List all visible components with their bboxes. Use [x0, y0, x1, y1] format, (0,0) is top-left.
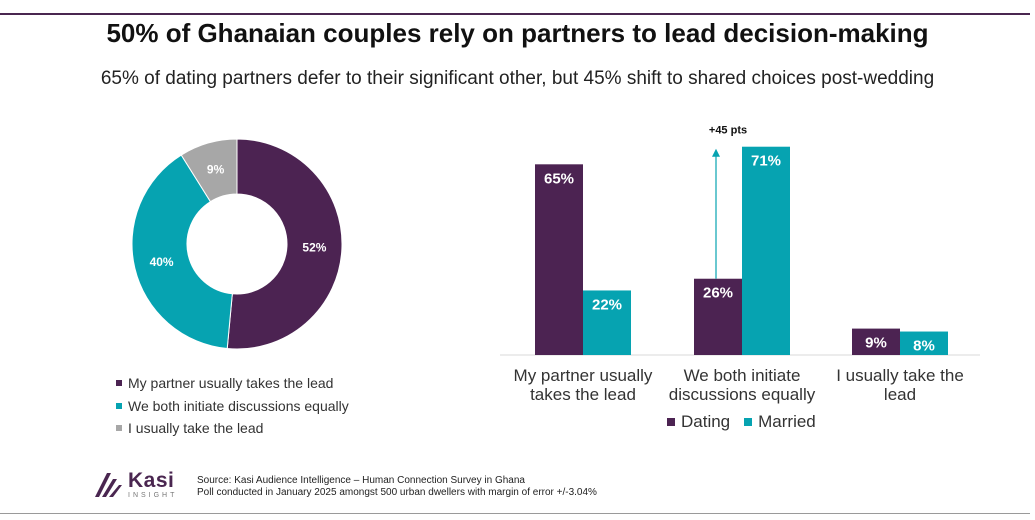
- source-line-2: Poll conducted in January 2025 amongst 5…: [197, 487, 597, 498]
- category-label: lead: [884, 385, 916, 404]
- kasi-logo: Kasi INSIGHT: [93, 469, 177, 499]
- bar-value-label: 9%: [865, 335, 887, 352]
- bar-dating: [535, 164, 583, 355]
- legend-item: We both initiate discussions equally: [116, 395, 349, 418]
- top-accent-line: [0, 13, 1030, 15]
- legend-swatch-married: [744, 418, 753, 426]
- chart-title: 50% of Ghanaian couples rely on partners…: [106, 18, 929, 48]
- bar-dating: [694, 278, 742, 355]
- bar-value-label: 71%: [751, 153, 781, 170]
- category-label: I usually take the: [836, 366, 964, 385]
- donut-slice: [131, 154, 233, 350]
- donut-legend: My partner usually takes the lead We bot…: [116, 372, 349, 440]
- bar-value-label: 65%: [544, 170, 574, 187]
- legend-swatch: [116, 425, 122, 432]
- slice-label: 52%: [302, 241, 326, 255]
- bar-value-label: 8%: [913, 338, 935, 355]
- logo-tagline: INSIGHT: [128, 491, 178, 499]
- legend-swatch-dating: [667, 418, 675, 426]
- legend-item: My partner usually takes the lead: [116, 372, 349, 395]
- donut-slice: [180, 138, 238, 203]
- category-label: My partner usually: [514, 366, 653, 385]
- legend-label: My partner usually takes the lead: [128, 375, 334, 392]
- chart-subtitle: 65% of dating partners defer to their si…: [100, 68, 935, 89]
- legend-label: We both initiate discussions equally: [128, 397, 349, 414]
- slice-label: 40%: [150, 255, 174, 269]
- legend-item: I usually take the lead: [116, 417, 349, 440]
- source-note: Source: Kasi Audience Intelligence – Hum…: [197, 475, 597, 499]
- bar-married: [583, 290, 631, 355]
- source-line-1: Source: Kasi Audience Intelligence – Hum…: [197, 475, 525, 486]
- bar-dating: [852, 328, 900, 355]
- legend-label-dating: Dating: [681, 412, 731, 431]
- legend-label: I usually take the lead: [128, 420, 264, 437]
- annotation-arrowhead: [712, 148, 720, 157]
- legend-swatch: [116, 402, 122, 409]
- donut-slice: [226, 138, 343, 350]
- donut-chart: 52% 40% 9%: [131, 138, 343, 350]
- kasi-logo-icon: [95, 473, 122, 497]
- slice-label: 9%: [207, 163, 225, 177]
- bar-married: [900, 331, 948, 355]
- category-label: takes the lead: [530, 385, 636, 404]
- bar-married: [742, 146, 790, 355]
- category-label: We both initiate: [684, 366, 801, 385]
- bar-value-label: 22%: [592, 296, 622, 313]
- legend-label-married: Married: [758, 412, 816, 431]
- logo-name: Kasi: [128, 468, 175, 492]
- legend-swatch: [116, 380, 122, 387]
- category-label: discussions equally: [669, 385, 816, 404]
- bar-legend: Dating Married: [667, 412, 816, 432]
- bar-value-label: 26%: [703, 285, 733, 302]
- annotation-label: +45 pts: [709, 125, 747, 137]
- bottom-divider: [0, 513, 1030, 514]
